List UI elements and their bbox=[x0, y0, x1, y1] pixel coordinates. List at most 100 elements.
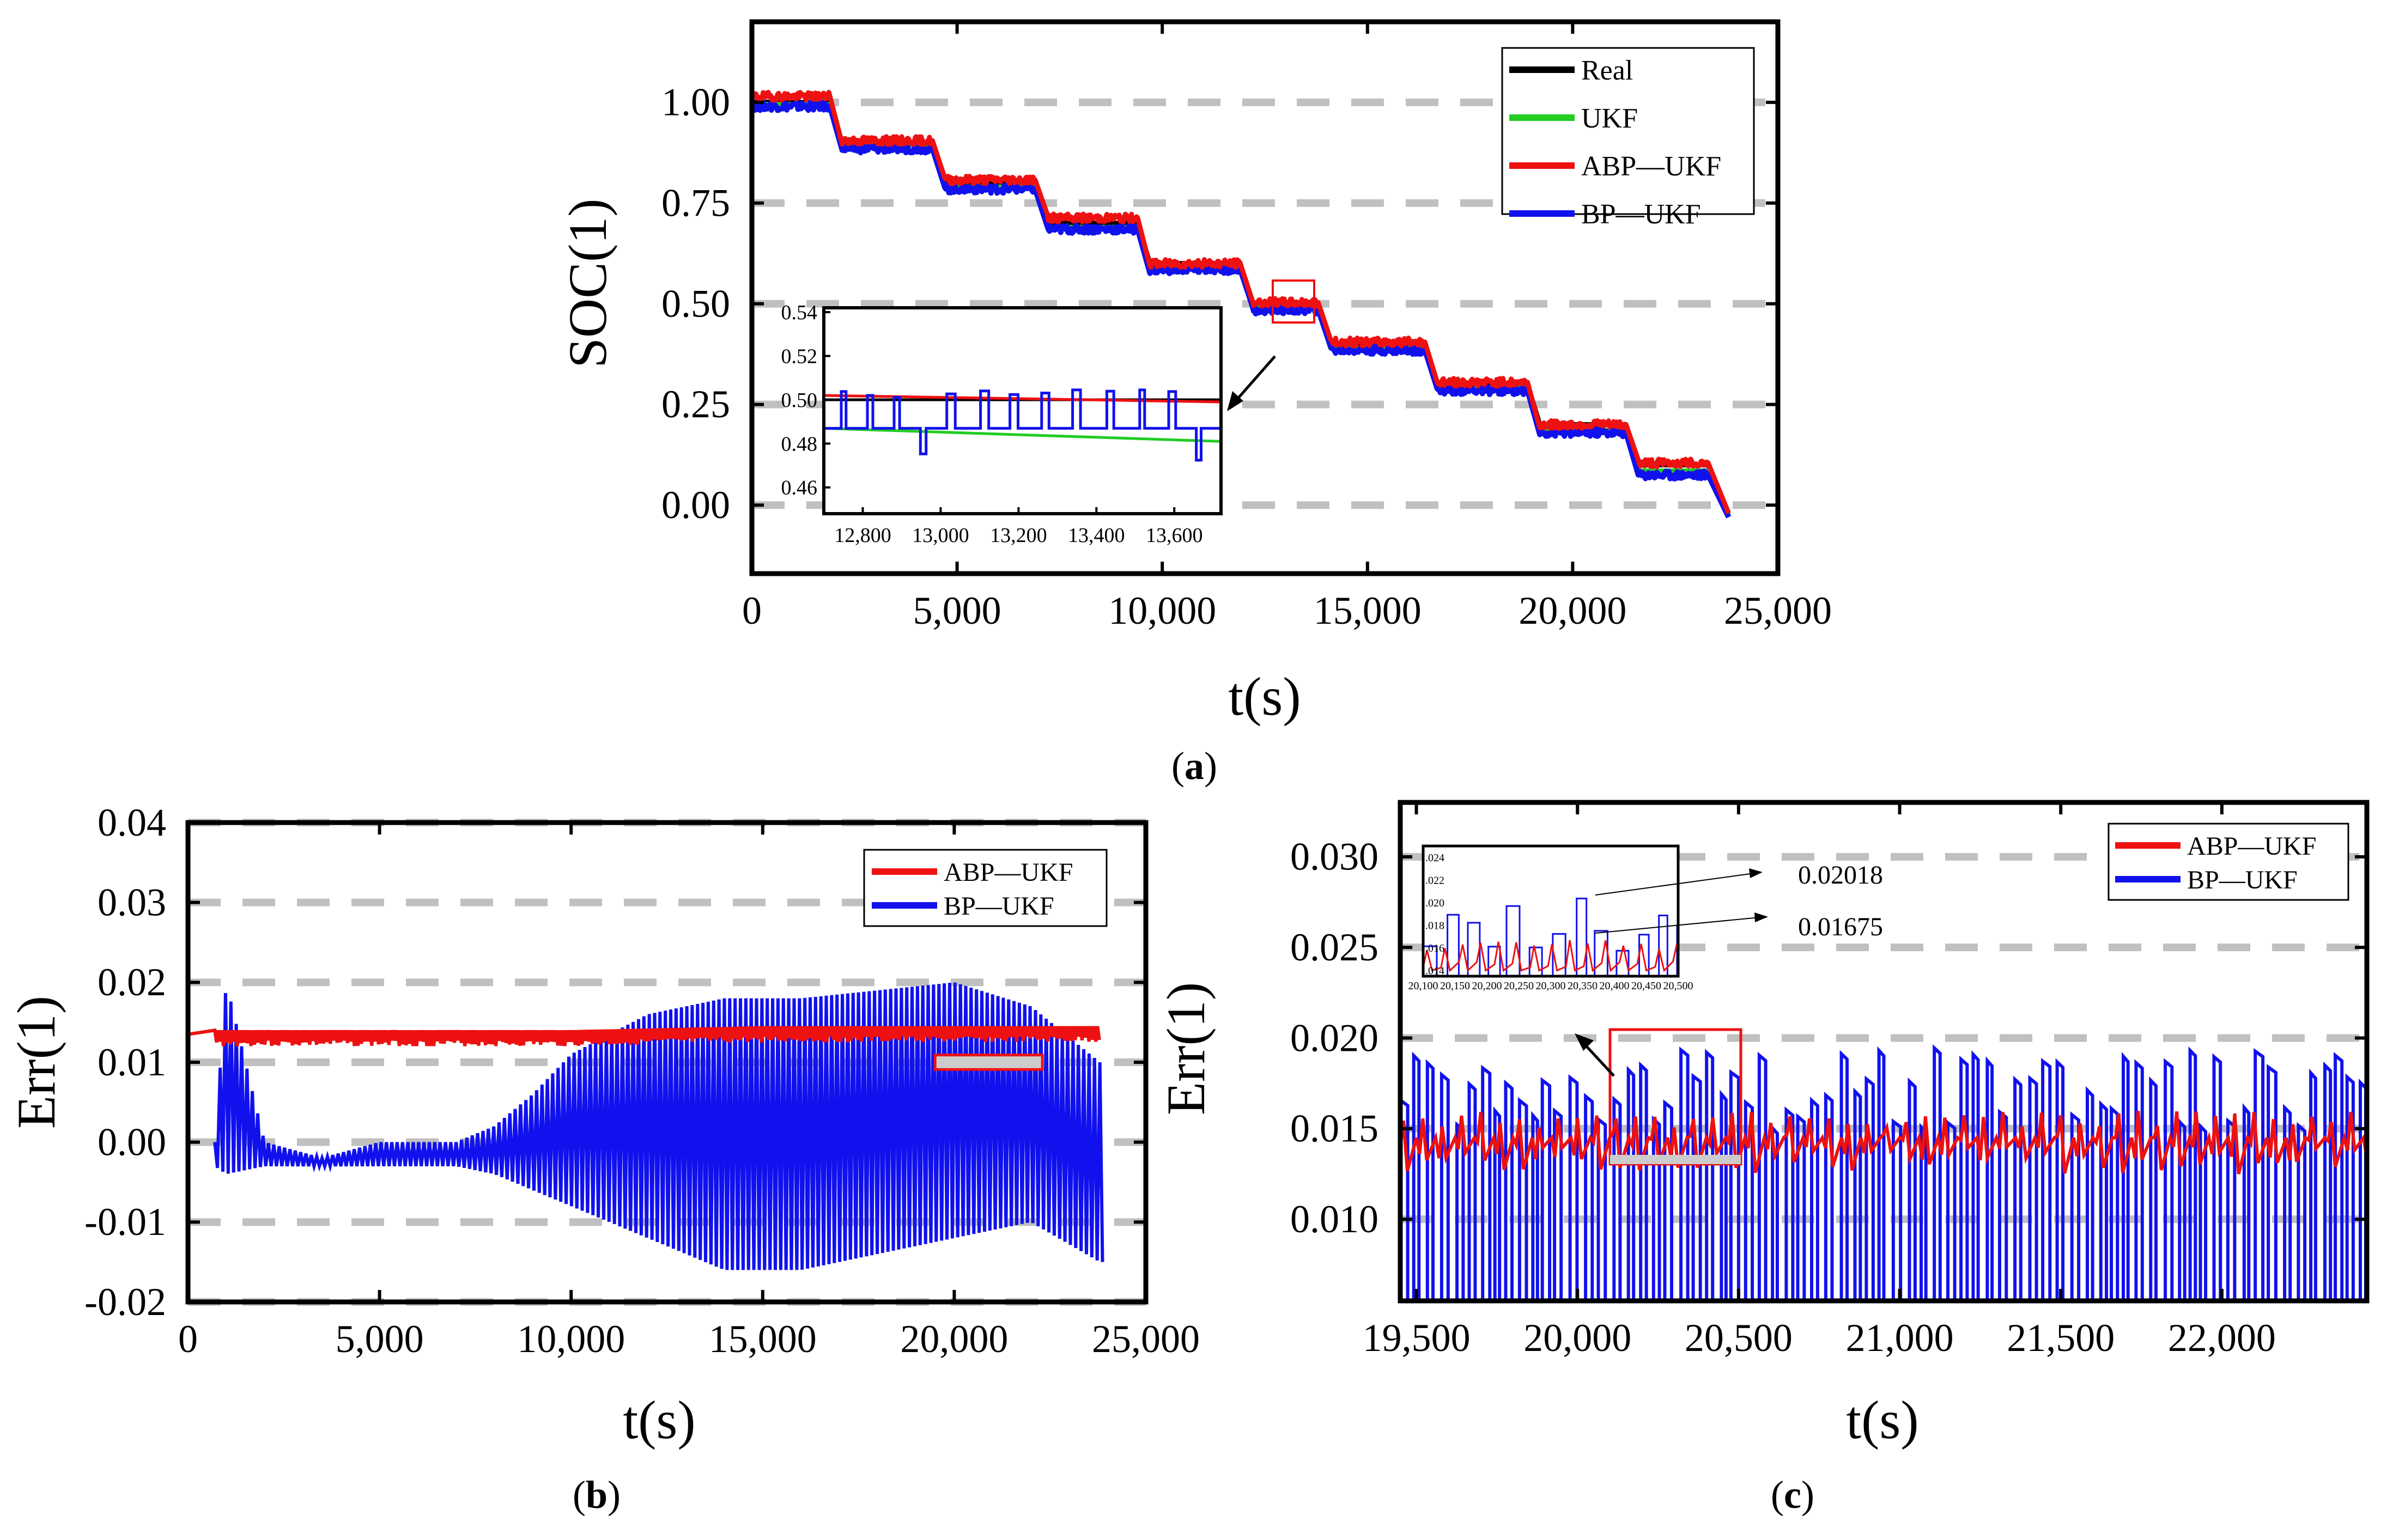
panel-a-y-ticks: 0.00 0.25 0.50 0.75 1.00 bbox=[661, 81, 1778, 527]
panel-b-legend: ABP—UKF BP—UKF bbox=[863, 849, 1108, 927]
c-inset-y-tick-label: .016 bbox=[1425, 942, 1444, 954]
a-x-tick-label: 5,000 bbox=[913, 589, 1001, 632]
a-y-tick-label: 0.25 bbox=[661, 382, 730, 426]
c-y-tick-label: 0.020 bbox=[1290, 1016, 1378, 1060]
a-inset-series-line bbox=[824, 388, 1221, 462]
panel-c-annotation-1: 0.02018 bbox=[1798, 861, 1883, 890]
c-inset-y-tick-label: .018 bbox=[1425, 920, 1444, 932]
a-inset-x-tick-label: 13,200 bbox=[990, 524, 1047, 547]
a-legend-label: BP—UKF bbox=[1581, 199, 1701, 230]
a-inset-series-line bbox=[824, 427, 1221, 443]
c-x-tick-label: 20,000 bbox=[1523, 1316, 1631, 1360]
a-series-line bbox=[752, 90, 1731, 514]
b-x-tick-label: 25,000 bbox=[1092, 1317, 1200, 1361]
a-inset-y-tick-label: 0.46 bbox=[781, 477, 818, 500]
c-inset-y-tick-label: .020 bbox=[1425, 897, 1444, 909]
panel-c: 19,500 20,000 20,500 21,000 21,500 22,000 0.0… bbox=[1156, 800, 2370, 1517]
a-x-tick-label: 20,000 bbox=[1519, 589, 1626, 632]
c-inset-x-tick-label: 20,150 bbox=[1440, 980, 1470, 992]
b-y-tick-label: 0.02 bbox=[98, 960, 166, 1004]
b-x-tick-label: 5,000 bbox=[336, 1317, 424, 1361]
panel-c-plot-lines bbox=[1400, 1044, 2367, 1301]
panel-a: 0 5,000 10,000 15,000 20,000 25,000 0.000.250… bbox=[557, 19, 1832, 788]
panel-c-annotation-arrowhead-2 bbox=[1754, 912, 1768, 922]
c-inset-x-tick-label: 20,450 bbox=[1631, 980, 1661, 992]
a-inset-y-tick-label: 0.52 bbox=[781, 345, 818, 368]
a-legend-label: UKF bbox=[1581, 103, 1638, 134]
a-inset-y-tick-label: 0.50 bbox=[781, 389, 818, 412]
a-x-tick-label: 25,000 bbox=[1724, 589, 1832, 632]
b-y-tick-label: -0.02 bbox=[84, 1280, 166, 1324]
c-inset-y-tick-label: .024 bbox=[1425, 852, 1444, 864]
panel-b: 0 5,000 10,000 15,000 20,000 25,000 -0.02-0.0… bbox=[6, 801, 1200, 1517]
b-x-tick-label: 10,000 bbox=[517, 1317, 625, 1361]
panel-c-annotation-arrow-1 bbox=[1595, 873, 1755, 896]
panel-a-plot-lines bbox=[752, 90, 1732, 519]
panel-b-marker-box bbox=[933, 1054, 1044, 1071]
c-y-tick-label: 0.025 bbox=[1290, 926, 1378, 969]
c-inset-bp-ukf bbox=[1423, 897, 1678, 976]
b-series-bp-ukf bbox=[213, 982, 1104, 1270]
a-inset-x-tick-label: 13,600 bbox=[1146, 524, 1203, 547]
c-inset-y-tick-label: .014 bbox=[1425, 965, 1444, 977]
b-y-tick-label: 0.00 bbox=[98, 1120, 166, 1164]
c-inset-abp-ukf bbox=[1423, 940, 1678, 972]
a-inset-y-tick-label: 0.54 bbox=[781, 301, 818, 324]
a-y-tick-label: 0.75 bbox=[661, 181, 730, 224]
panel-a-zoom-arrowhead bbox=[1227, 391, 1243, 411]
a-inset-series-line bbox=[824, 394, 1221, 404]
panel-a-inset-x-ticks: 12,800 13,000 13,200 13,400 13,600 bbox=[834, 507, 1202, 547]
b-x-tick-label: 20,000 bbox=[900, 1317, 1008, 1361]
c-y-tick-label: 0.010 bbox=[1290, 1197, 1378, 1241]
c-series-abp-ukf bbox=[1400, 1111, 2367, 1174]
panel-b-caption: (b) bbox=[573, 1473, 621, 1517]
a-y-tick-label: 1.00 bbox=[661, 81, 730, 124]
c-x-tick-label: 19,500 bbox=[1363, 1316, 1471, 1360]
a-y-tick-label: 0.00 bbox=[661, 483, 730, 527]
panel-c-inset-x-ticks: 20,100 20,150 20,200 20,250 20,300 20,350 20,4… bbox=[1408, 980, 1693, 992]
panel-c-annotation-arrowhead-1 bbox=[1749, 868, 1763, 878]
panel-c-caption: (c) bbox=[1771, 1473, 1814, 1517]
c-series-bp-ukf bbox=[1400, 1044, 2367, 1301]
a-inset-y-tick-label: 0.48 bbox=[781, 433, 818, 455]
b-legend-label: ABP—UKF bbox=[944, 858, 1073, 887]
c-y-tick-label: 0.030 bbox=[1290, 835, 1378, 879]
panel-c-x-axis-label: t(s) bbox=[1846, 1390, 1918, 1450]
panel-a-inset-frame bbox=[822, 306, 1223, 515]
panel-a-x-ticks: 0 5,000 10,000 15,000 20,000 25,000 bbox=[742, 22, 1832, 632]
b-series-abp-ukf-overlay bbox=[188, 1026, 1101, 1046]
c-inset-x-tick-label: 20,350 bbox=[1568, 980, 1598, 992]
a-y-tick-label: 0.50 bbox=[661, 282, 730, 325]
panel-c-inset-frame bbox=[1422, 844, 1680, 978]
panel-c-annotation-arrow-2 bbox=[1595, 917, 1760, 934]
a-series-line bbox=[752, 99, 1732, 519]
panel-b-x-axis-label: t(s) bbox=[623, 1390, 695, 1450]
c-y-tick-label: 0.015 bbox=[1290, 1107, 1378, 1151]
panel-b-plot-lines bbox=[188, 982, 1104, 1270]
panel-a-caption: (a) bbox=[1171, 744, 1217, 788]
panel-a-y-axis-label: SOC(1) bbox=[557, 198, 618, 368]
panel-b-y-ticks: -0.02 -0.01 0.00 0.01 0.02 0.03 0.04 bbox=[84, 801, 1146, 1324]
a-legend-label: ABP—UKF bbox=[1581, 151, 1721, 182]
panel-c-x-ticks: 19,500 20,000 20,500 21,000 21,500 22,000 bbox=[1363, 802, 2276, 1360]
panel-c-annotation-2: 0.01675 bbox=[1798, 912, 1883, 941]
c-inset-x-tick-label: 20,500 bbox=[1663, 980, 1693, 992]
panel-c-y-ticks: 0.010 0.015 0.020 0.025 0.030 bbox=[1290, 835, 2367, 1241]
panel-a-zoom-region-box bbox=[1272, 279, 1315, 324]
b-legend-label: BP—UKF bbox=[944, 892, 1054, 921]
panel-c-legend: ABP—UKF BP—UKF bbox=[2107, 823, 2349, 901]
c-inset-x-tick-label: 20,100 bbox=[1408, 980, 1438, 992]
c-legend-label: ABP—UKF bbox=[2187, 832, 2316, 861]
panel-c-zoom-arrowhead bbox=[1575, 1033, 1594, 1051]
panel-a-legend: Real UKF ABP—UKF BP—UKF bbox=[1501, 47, 1755, 230]
c-inset-x-tick-label: 20,300 bbox=[1536, 980, 1566, 992]
c-legend-label: BP—UKF bbox=[2187, 866, 2298, 894]
b-x-tick-label: 15,000 bbox=[709, 1317, 817, 1361]
b-x-tick-label: 0 bbox=[178, 1317, 198, 1361]
c-x-tick-label: 21,000 bbox=[1846, 1316, 1954, 1360]
panel-c-inset-y-ticks: .014 .016 .018 .020 .022 .024 bbox=[1425, 852, 1444, 977]
c-inset-x-tick-label: 20,250 bbox=[1504, 980, 1534, 992]
a-x-tick-label: 10,000 bbox=[1108, 589, 1216, 632]
b-y-tick-label: 0.04 bbox=[98, 801, 166, 844]
